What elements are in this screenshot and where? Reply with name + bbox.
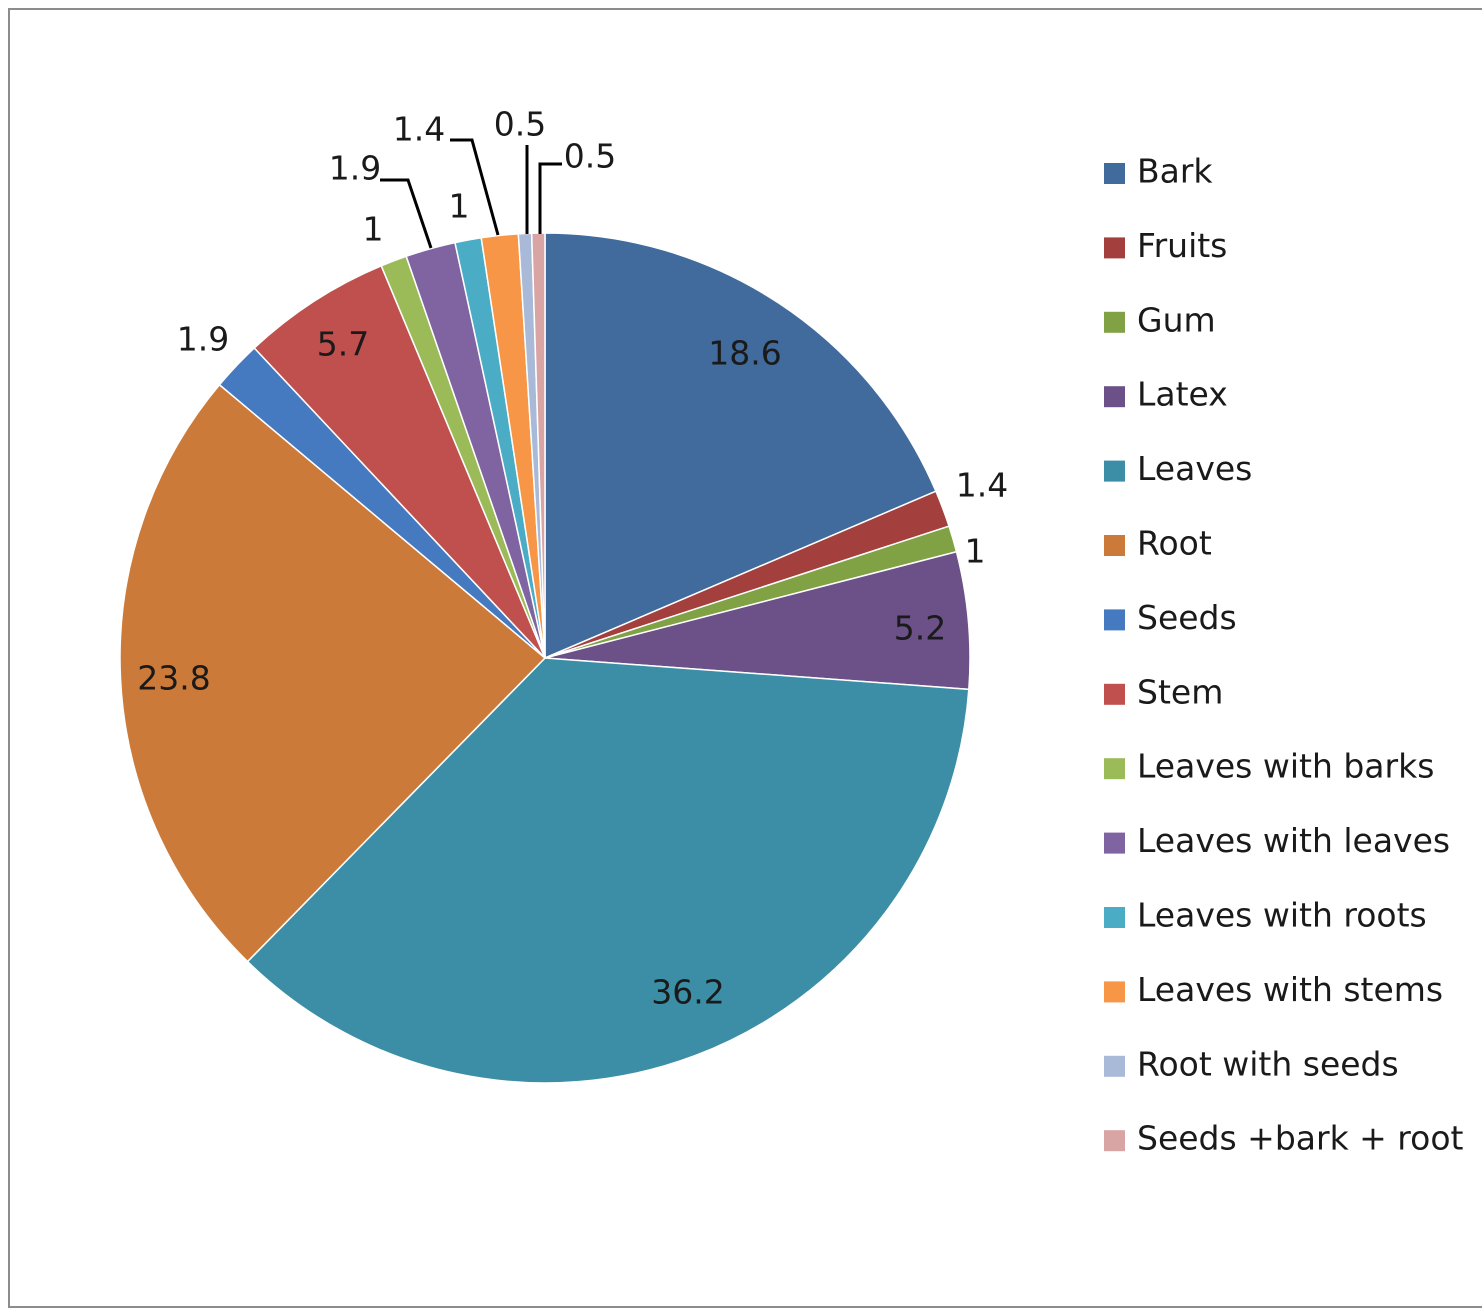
legend-swatch xyxy=(1104,1055,1125,1077)
legend-label: Gum xyxy=(1137,300,1216,339)
data-label-leaves-with-stems: 1.4 xyxy=(393,110,445,149)
legend-swatch xyxy=(1104,311,1125,333)
data-label-bark: 18.6 xyxy=(708,334,781,373)
pie-slice-bark xyxy=(544,232,937,660)
pie-slice-leaves xyxy=(246,657,970,1084)
data-label-fruits: 1.4 xyxy=(956,466,1008,505)
legend-item-root: Root xyxy=(1104,524,1212,563)
leader-line-leaves-with-stems xyxy=(450,138,500,236)
data-label-leaves: 36.2 xyxy=(651,973,724,1012)
legend: Bark Fruits Gum Latex Leaves Root Seeds Stem Lea… xyxy=(1104,152,1464,1158)
legend-swatch xyxy=(1104,535,1125,556)
legend-label: Bark xyxy=(1137,152,1213,191)
leader-line-leaves-with-leaves xyxy=(380,178,433,249)
legend-item-leaves-with-leaves: Leaves with leaves xyxy=(1104,821,1450,860)
legend-swatch xyxy=(1104,683,1125,705)
legend-item-leaves-with-barks: Leaves with barks xyxy=(1104,747,1434,786)
data-label-root: 23.8 xyxy=(137,659,210,698)
data-label-leaves-with-barks: 1 xyxy=(363,210,384,249)
data-label-leaves-with-leaves: 1.9 xyxy=(329,149,381,188)
legend-item-gum: Gum xyxy=(1104,300,1216,339)
legend-label: Fruits xyxy=(1137,226,1227,265)
legend-item-seeds: Seeds xyxy=(1104,598,1237,637)
legend-label: Leaves with leaves xyxy=(1137,821,1450,860)
legend-swatch xyxy=(1104,237,1125,259)
legend-label: Leaves with barks xyxy=(1137,747,1434,786)
legend-label: Stem xyxy=(1137,672,1223,711)
leader-line-seeds-bark-root xyxy=(538,162,562,234)
legend-item-latex: Latex xyxy=(1104,375,1228,414)
legend-label: Root xyxy=(1137,524,1212,563)
legend-item-leaves-with-stems: Leaves with stems xyxy=(1104,970,1443,1009)
legend-swatch xyxy=(1104,758,1125,780)
data-label-stem: 5.7 xyxy=(317,325,369,364)
legend-swatch xyxy=(1104,832,1125,854)
legend-label: Latex xyxy=(1137,375,1228,414)
legend-label: Seeds +bark + root xyxy=(1137,1119,1464,1158)
legend-swatch xyxy=(1104,386,1125,408)
legend-item-fruits: Fruits xyxy=(1104,226,1227,265)
legend-label: Root with seeds xyxy=(1137,1044,1399,1083)
legend-item-root-with-seeds: Root with seeds xyxy=(1104,1044,1399,1083)
legend-item-seeds-bark-root: Seeds +bark + root xyxy=(1104,1119,1464,1158)
pie-slices xyxy=(119,232,971,1084)
legend-swatch xyxy=(1104,1130,1125,1152)
legend-swatch xyxy=(1104,460,1125,482)
legend-item-bark: Bark xyxy=(1104,152,1213,191)
data-label-leaves-with-roots: 1 xyxy=(449,187,470,226)
data-labels: 18.61.415.236.223.81.9 5.711.911.4 0.50.5 xyxy=(137,105,1008,1012)
legend-swatch xyxy=(1104,981,1125,1003)
pie-slice-latex xyxy=(544,550,971,691)
legend-item-leaves-with-roots: Leaves with roots xyxy=(1104,896,1427,935)
data-label-gum: 1 xyxy=(965,532,986,571)
pie-slice-root xyxy=(119,383,547,963)
data-label-seeds: 1.9 xyxy=(177,320,229,359)
legend-label: Leaves with stems xyxy=(1137,970,1443,1009)
legend-label: Leaves xyxy=(1137,449,1252,488)
pie-slice-stem xyxy=(253,264,546,659)
data-label-root-with-seeds: 0.5 xyxy=(494,105,546,144)
legend-swatch xyxy=(1104,163,1125,184)
data-label-seeds-bark-root: 0.5 xyxy=(564,137,616,176)
legend-label: Seeds xyxy=(1137,598,1237,637)
legend-swatch xyxy=(1104,907,1125,928)
legend-item-leaves: Leaves xyxy=(1104,449,1252,488)
legend-swatch xyxy=(1104,609,1125,631)
pie-slice-seeds-bark-root xyxy=(530,232,546,659)
legend-item-stem: Stem xyxy=(1104,672,1223,711)
data-label-latex: 5.2 xyxy=(894,609,946,648)
legend-label: Leaves with roots xyxy=(1137,896,1427,935)
